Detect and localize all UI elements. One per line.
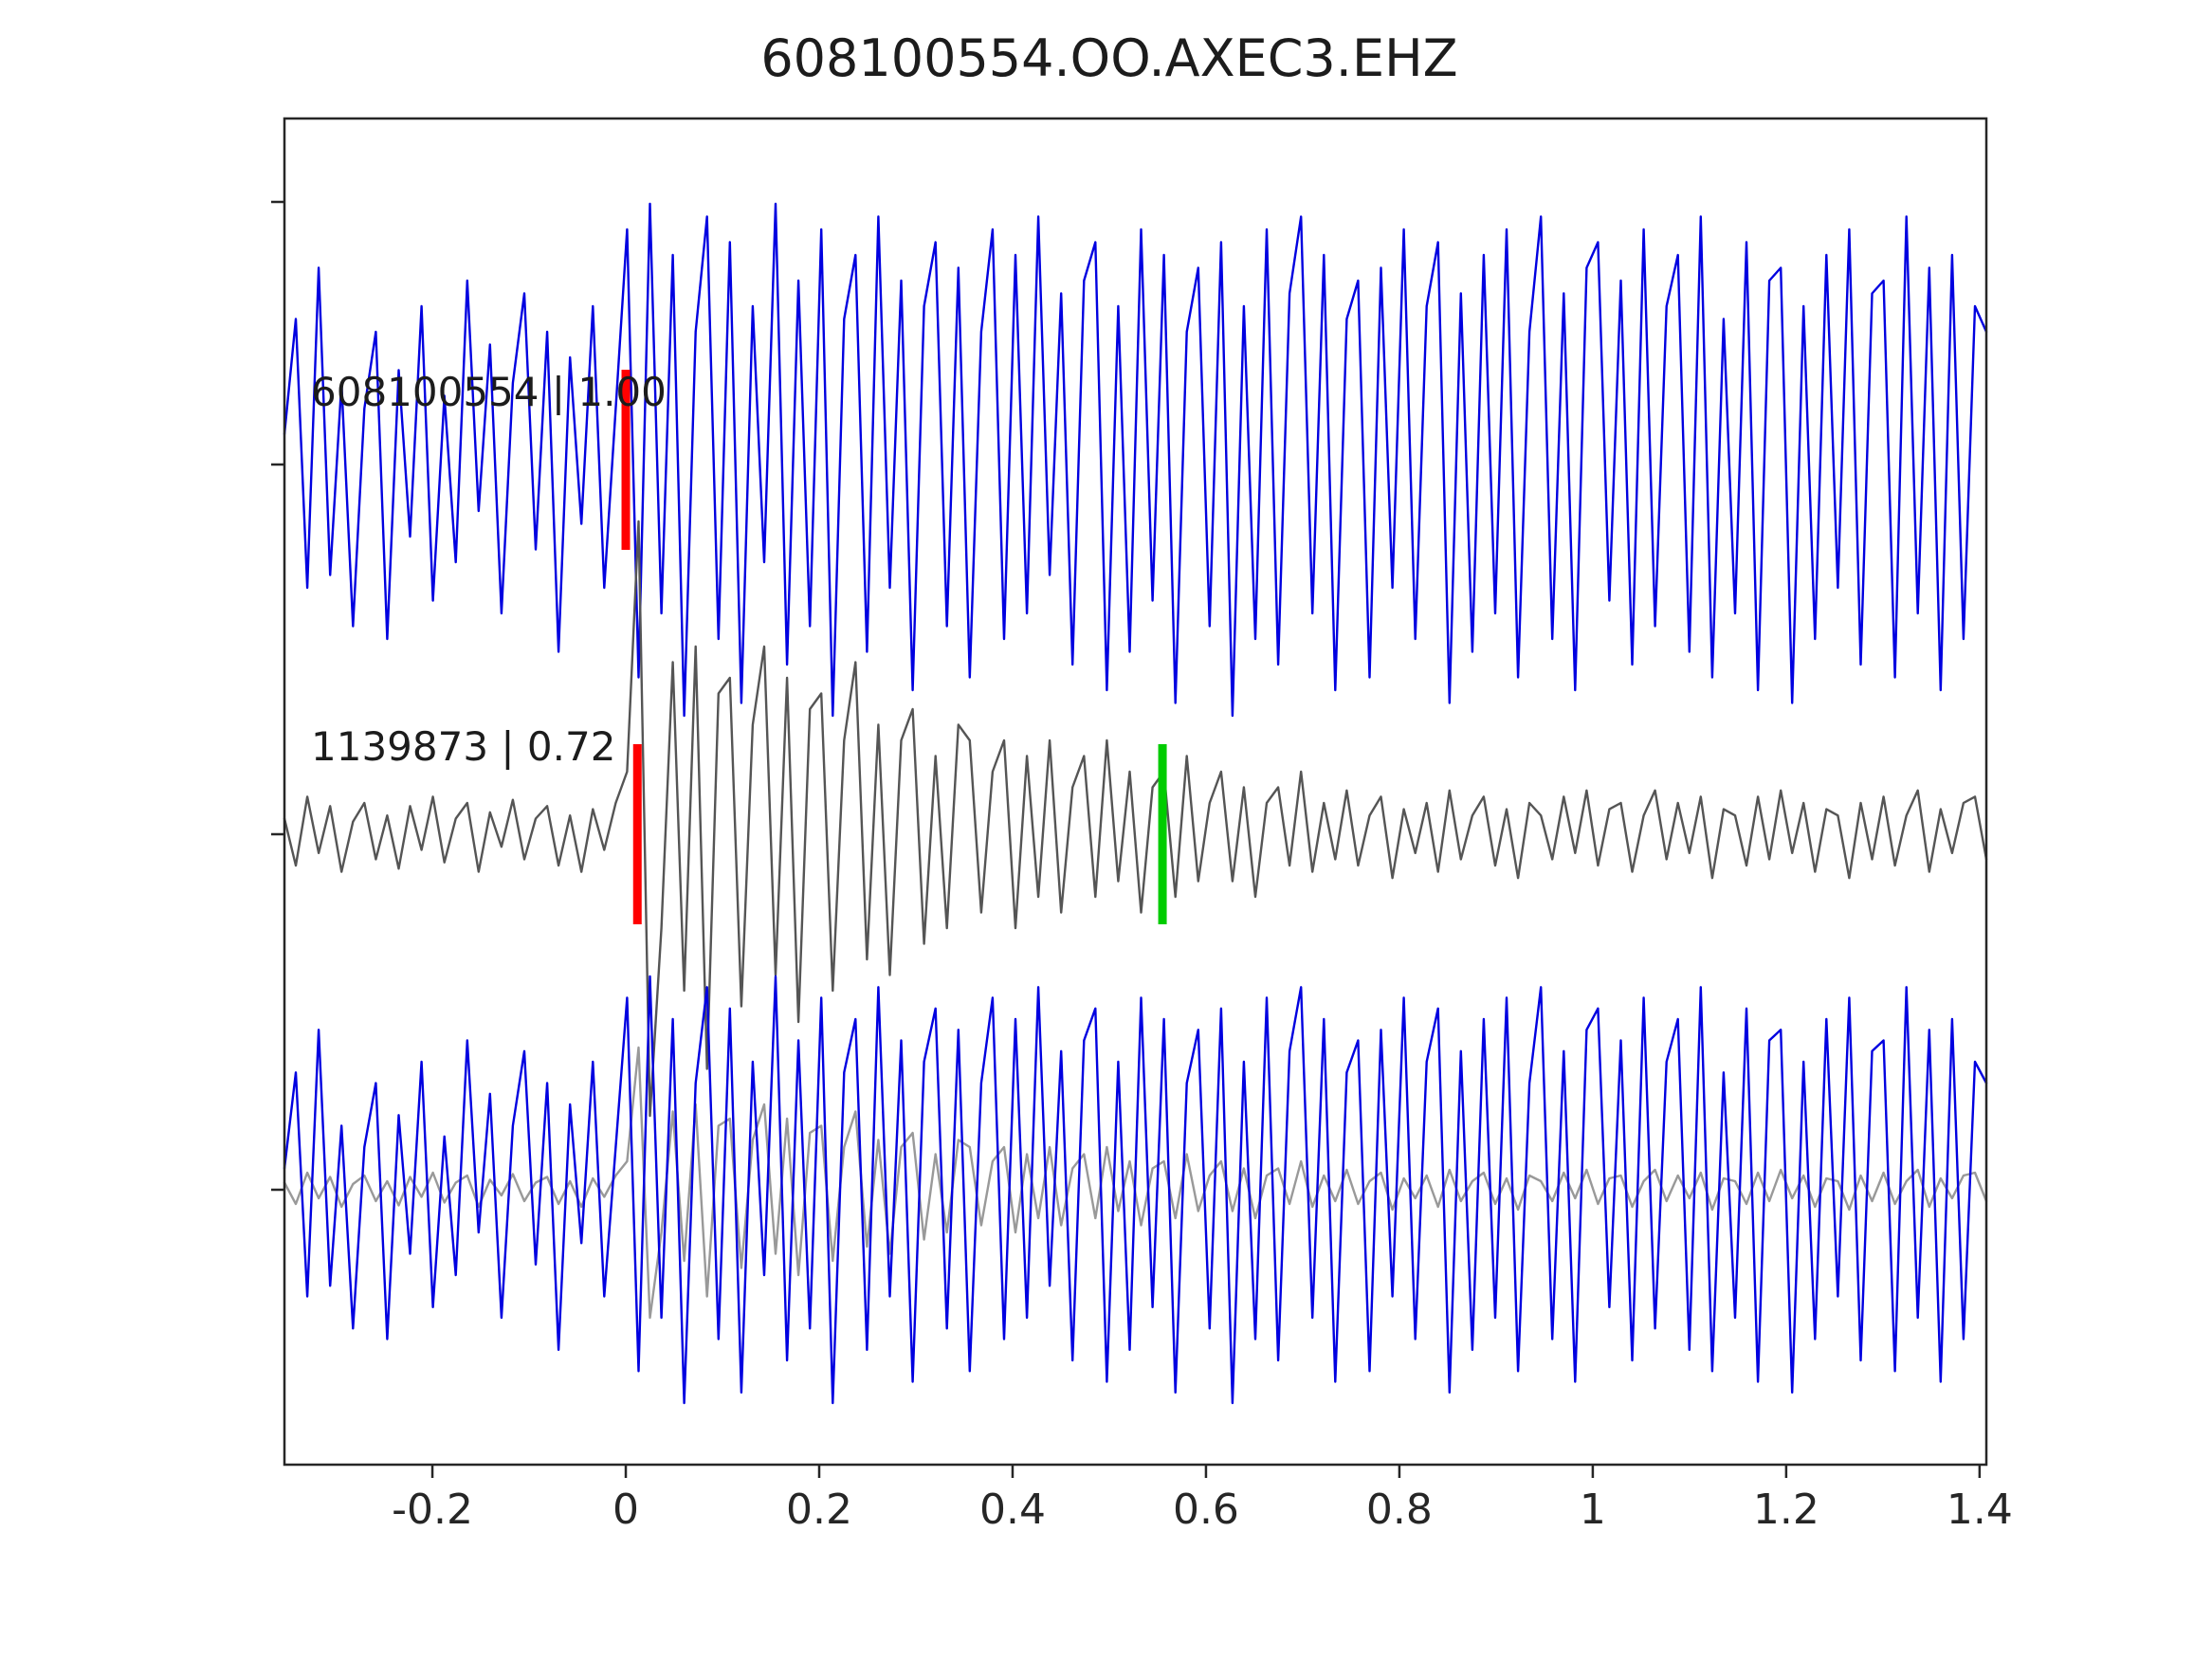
trace-overlay-panel-detection [283, 975, 1988, 1405]
x-tick-label: 0.6 [1173, 1486, 1239, 1534]
chart-dynamic-layer: -0.2 0 0.2 0.4 0.6 0.8 1 1.2 1.4 [271, 200, 2013, 1534]
axes-frame [283, 117, 1988, 1467]
template-trace-label: 1139873 | 0.72 [311, 723, 615, 770]
x-tick-label: 0.8 [1366, 1486, 1433, 1534]
trace-detection-panel-detection [283, 202, 1988, 718]
x-tick-label: 0.4 [979, 1486, 1046, 1534]
chart-title: 608100554.OO.AXEC3.EHZ [760, 28, 1457, 88]
x-tick-label: 1.2 [1753, 1486, 1819, 1534]
x-tick-label: 0.2 [786, 1486, 852, 1534]
trace-template-panel-template [283, 520, 1988, 1118]
x-tick-label: 0 [612, 1486, 639, 1534]
x-tick-label: 1.4 [1947, 1486, 2013, 1534]
x-tick-label: 1 [1580, 1486, 1606, 1534]
detection-trace-label: 608100554 | 1.00 [311, 369, 667, 415]
x-tick-label: -0.2 [392, 1486, 473, 1534]
